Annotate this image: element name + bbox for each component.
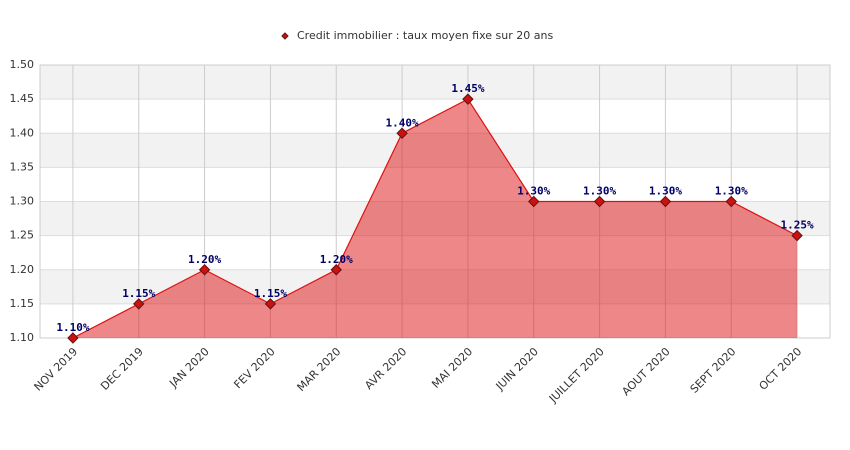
y-tick-label: 1.15: [10, 297, 35, 310]
marker: [133, 298, 145, 310]
data-label: 1.30%: [583, 185, 616, 198]
marker: [396, 127, 408, 139]
data-label: 1.25%: [781, 219, 814, 232]
y-tick-label: 1.45: [10, 92, 35, 105]
grid-band: [40, 65, 830, 100]
y-tick-label: 1.20: [10, 263, 35, 276]
data-label: 1.10%: [56, 321, 89, 334]
marker: [198, 264, 211, 276]
marker: [264, 298, 277, 310]
marker: [659, 195, 672, 208]
data-label: 1.15%: [254, 287, 287, 300]
data-label: 1.20%: [188, 253, 221, 266]
y-tick-label: 1.35: [10, 160, 35, 173]
marker: [593, 195, 606, 208]
marker: [462, 93, 474, 105]
y-tick-label: 1.25: [10, 229, 35, 242]
y-tick-label: 1.50: [10, 58, 35, 71]
data-label: 1.30%: [517, 185, 550, 198]
marker: [725, 195, 737, 208]
marker: [791, 229, 803, 242]
legend-marker: [281, 32, 289, 40]
data-label: 1.20%: [320, 253, 353, 266]
y-tick-label: 1.40: [10, 126, 35, 139]
data-label: 1.45%: [451, 82, 484, 95]
legend-label: Credit immobilier : taux moyen fixe sur …: [297, 29, 553, 42]
line: [72, 98, 798, 339]
y-tick-label: 1.30: [10, 195, 35, 208]
data-label: 1.30%: [649, 185, 682, 198]
y-tick-label: 1.10: [10, 331, 35, 344]
marker: [67, 332, 79, 344]
data-label: 1.40%: [386, 116, 419, 129]
marker: [330, 264, 342, 276]
marker: [528, 195, 540, 208]
data-label: 1.15%: [122, 287, 155, 300]
data-label: 1.30%: [715, 185, 748, 198]
area: [72, 99, 798, 338]
